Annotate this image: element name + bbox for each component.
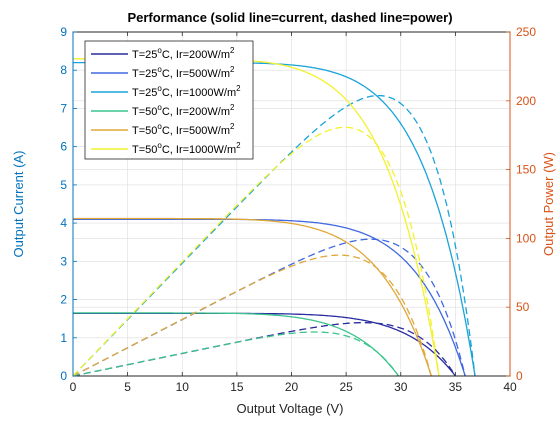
power-curve-5 xyxy=(72,254,432,377)
y-left-tick-label: 3 xyxy=(60,254,67,268)
power-curve-4 xyxy=(72,331,400,377)
legend: T=25oC, Ir=200W/m2 T=25oC, Ir=500W/m2 T=25… xyxy=(84,40,254,160)
y-right-tick-label: 250 xyxy=(516,25,536,39)
series-4 xyxy=(72,312,400,377)
y-left-tick-label: 9 xyxy=(60,25,67,39)
y-left-tick-label: 5 xyxy=(60,178,67,192)
y-left-tick-label: 8 xyxy=(60,63,67,77)
current-curve-1 xyxy=(73,312,456,377)
x-tick-label: 30 xyxy=(394,380,408,394)
x-tick-label: 35 xyxy=(449,380,463,394)
y-right-tick-label: 100 xyxy=(516,231,536,245)
legend-label: T=25oC, Ir=1000W/m2 xyxy=(132,84,241,99)
x-tick-label: 25 xyxy=(339,380,353,394)
x-tick-label: 5 xyxy=(124,380,131,394)
series-1 xyxy=(72,312,456,377)
y-right-tick-label: 0 xyxy=(516,369,523,383)
x-tick-label: 10 xyxy=(176,380,190,394)
legend-item-2: T=25oC, Ir=500W/m2 xyxy=(91,65,235,80)
y-axis-right-label: Output Power (W) xyxy=(541,152,556,256)
y-right-tick-label: 200 xyxy=(516,94,536,108)
legend-label: T=25oC, Ir=200W/m2 xyxy=(132,46,235,61)
y-left-tick-label: 1 xyxy=(60,331,67,345)
current-curve-4 xyxy=(73,312,400,377)
legend-box xyxy=(84,40,254,160)
legend-label: T=50oC, Ir=1000W/m2 xyxy=(132,141,241,156)
current-curve-5 xyxy=(73,217,432,377)
y-left-tick-label: 6 xyxy=(60,140,67,154)
legend-item-4: T=50oC, Ir=200W/m2 xyxy=(91,103,235,118)
legend-item-5: T=50oC, Ir=500W/m2 xyxy=(91,122,235,137)
series-5 xyxy=(72,217,432,377)
y-right-tick-label: 150 xyxy=(516,163,536,177)
x-tick-label: 40 xyxy=(503,380,517,394)
y-left-tick-label: 2 xyxy=(60,293,67,307)
y-axis-left-label: Output Current (A) xyxy=(11,151,26,258)
x-tick-label: 20 xyxy=(285,380,299,394)
chart-title: Performance (solid line=current, dashed … xyxy=(127,10,452,25)
legend-item-3: T=25oC, Ir=1000W/m2 xyxy=(91,84,241,99)
series-2 xyxy=(72,218,466,377)
x-axis-label: Output Voltage (V) xyxy=(237,401,344,416)
tick-layer: 0 5 10 15 20 25 30 35 40012345678905010015020025… xyxy=(60,25,536,394)
curve-layer xyxy=(72,58,476,377)
x-tick-label: 0 xyxy=(70,380,77,394)
legend-label: T=50oC, Ir=200W/m2 xyxy=(132,103,235,118)
y-left-tick-label: 7 xyxy=(60,101,67,115)
y-left-tick-label: 0 xyxy=(60,369,67,383)
x-tick-label: 15 xyxy=(230,380,244,394)
y-left-tick-label: 4 xyxy=(60,216,67,230)
power-curve-1 xyxy=(72,322,456,377)
legend-item-6: T=50oC, Ir=1000W/m2 xyxy=(91,141,241,156)
current-curve-2 xyxy=(73,218,466,377)
legend-item-1: T=25oC, Ir=200W/m2 xyxy=(91,46,235,61)
power-curve-6 xyxy=(72,126,440,377)
power-curve-2 xyxy=(72,238,466,377)
legend-label: T=25oC, Ir=500W/m2 xyxy=(132,65,235,80)
legend-label: T=50oC, Ir=500W/m2 xyxy=(132,122,235,137)
y-right-tick-label: 50 xyxy=(516,300,530,314)
